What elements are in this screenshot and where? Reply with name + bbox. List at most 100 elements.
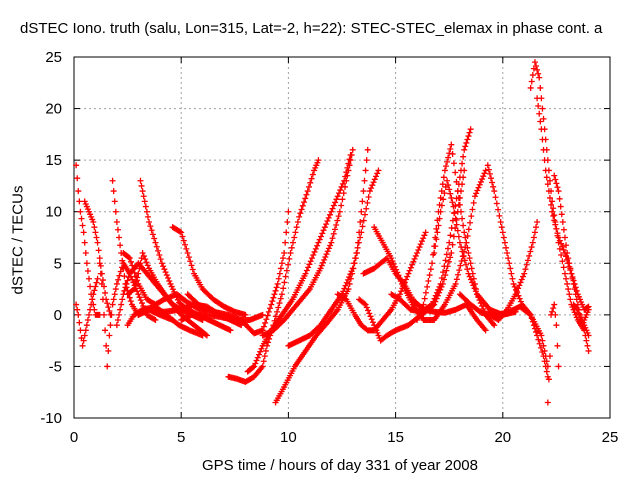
- data-point: [360, 188, 367, 195]
- data-point: [131, 269, 138, 276]
- data-point: [278, 291, 285, 298]
- data-point: [153, 243, 160, 250]
- data-point: [109, 177, 116, 184]
- data-point: [440, 269, 447, 276]
- data-point: [299, 202, 306, 209]
- data-point: [260, 358, 267, 365]
- x-tick-label: 15: [387, 429, 404, 446]
- data-point: [421, 232, 428, 239]
- data-point: [111, 198, 118, 205]
- data-point: [113, 219, 120, 226]
- data-point: [456, 267, 463, 274]
- data-point: [352, 255, 359, 262]
- data-point: [330, 230, 337, 237]
- data-point: [293, 224, 300, 231]
- data-point: [362, 301, 369, 308]
- data-point: [104, 363, 111, 370]
- data-point: [573, 305, 580, 312]
- data-point: [426, 272, 433, 279]
- data-point: [96, 260, 103, 267]
- data-point: [344, 172, 351, 179]
- data-series-27: [456, 291, 551, 370]
- data-point: [76, 319, 83, 326]
- data-point: [410, 258, 417, 265]
- data-point: [433, 236, 440, 243]
- data-point: [462, 234, 469, 241]
- data-point: [443, 267, 450, 274]
- data-point: [467, 260, 474, 267]
- data-point: [561, 270, 568, 277]
- data-point: [412, 252, 419, 259]
- data-point: [536, 340, 543, 347]
- data-point: [506, 260, 513, 267]
- data-point: [460, 222, 467, 229]
- data-point: [449, 241, 456, 248]
- x-tick-label: 5: [177, 429, 185, 446]
- data-point: [542, 363, 549, 370]
- data-point: [366, 310, 373, 317]
- data-point: [141, 198, 148, 205]
- x-tick-label: 10: [280, 429, 297, 446]
- data-point: [485, 166, 492, 173]
- data-point: [427, 302, 434, 309]
- data-point: [174, 296, 181, 303]
- data-point: [466, 129, 473, 136]
- data-point: [139, 249, 146, 256]
- data-point: [325, 245, 332, 252]
- data-point: [274, 308, 281, 315]
- data-point: [563, 242, 570, 249]
- data-point: [454, 188, 461, 195]
- data-point: [161, 266, 168, 273]
- data-point: [528, 315, 535, 322]
- data-point: [461, 229, 468, 236]
- data-point: [422, 289, 429, 296]
- data-point: [97, 270, 104, 277]
- data-point: [566, 260, 573, 267]
- data-point: [437, 208, 444, 215]
- data-point: [471, 193, 478, 200]
- data-point: [563, 275, 570, 282]
- data-point: [338, 202, 345, 209]
- data-point: [488, 175, 495, 182]
- data-point: [545, 188, 552, 195]
- data-point: [307, 258, 314, 265]
- data-point: [540, 353, 547, 360]
- data-point: [537, 84, 544, 91]
- data-point: [468, 265, 475, 272]
- data-point: [449, 150, 456, 157]
- data-point: [518, 276, 525, 283]
- data-point: [458, 257, 465, 264]
- data-point: [262, 347, 269, 354]
- data-point: [166, 277, 173, 284]
- y-tick-label: 20: [45, 101, 62, 118]
- data-point: [482, 167, 489, 174]
- data-point: [339, 180, 346, 187]
- y-tick-label: -5: [49, 358, 62, 375]
- data-point: [77, 208, 84, 215]
- data-point: [83, 322, 90, 329]
- data-point: [152, 317, 159, 324]
- data-point: [324, 217, 331, 224]
- data-point: [92, 283, 99, 290]
- data-point: [117, 268, 124, 275]
- data-point: [371, 176, 378, 183]
- data-point: [167, 280, 174, 287]
- data-point: [95, 247, 102, 254]
- data-point: [452, 215, 459, 222]
- data-point: [546, 353, 553, 360]
- data-point: [484, 162, 491, 169]
- data-point: [361, 177, 368, 184]
- data-point: [496, 212, 503, 219]
- data-point: [558, 252, 565, 259]
- data-point: [467, 276, 474, 283]
- data-point: [546, 177, 553, 184]
- data-point: [333, 196, 340, 203]
- data-point: [277, 295, 284, 302]
- data-point: [111, 291, 118, 298]
- data-point: [306, 261, 313, 268]
- data-point: [84, 268, 91, 275]
- data-point: [528, 78, 535, 85]
- data-point: [411, 255, 418, 262]
- data-point: [272, 287, 279, 294]
- y-tick-label: -10: [40, 410, 62, 427]
